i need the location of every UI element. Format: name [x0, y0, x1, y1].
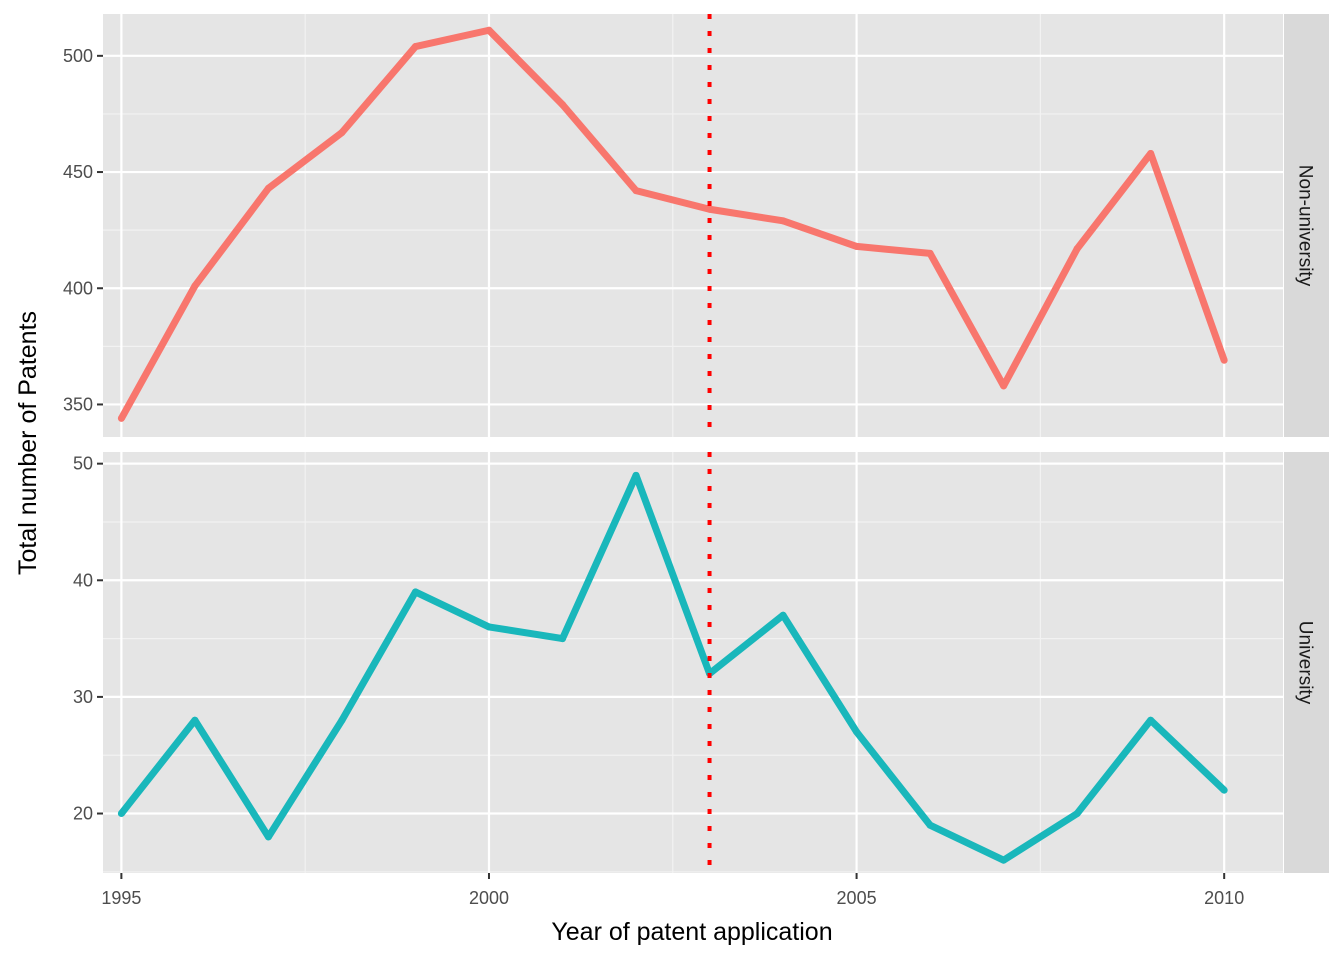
data-point — [926, 821, 934, 829]
data-point — [411, 588, 419, 596]
facet-strip — [1284, 14, 1329, 437]
data-point — [264, 833, 272, 841]
facet-strip — [1284, 452, 1329, 873]
data-point — [117, 414, 125, 422]
data-point — [1147, 716, 1155, 724]
data-point — [1000, 856, 1008, 864]
data-point — [1073, 245, 1081, 253]
data-point — [779, 217, 787, 225]
y-tick-label: 40 — [73, 570, 93, 590]
facet-strip-label: University — [1295, 621, 1316, 705]
y-tick-label: 30 — [73, 687, 93, 707]
data-point — [1220, 356, 1228, 364]
y-tick-label: 350 — [63, 394, 93, 414]
x-tick-label: 1995 — [101, 888, 141, 908]
y-tick-label: 450 — [63, 162, 93, 182]
data-point — [632, 471, 640, 479]
facet-strip-label: Non-university — [1295, 165, 1316, 287]
data-point — [559, 101, 567, 109]
panel-background — [103, 14, 1283, 437]
panel-0: 350 400 450 500 Non-university — [63, 14, 1329, 437]
y-axis-title: Total number of Patents — [14, 311, 42, 575]
data-point — [926, 249, 934, 257]
data-point — [559, 635, 567, 643]
data-point — [779, 611, 787, 619]
data-point — [191, 282, 199, 290]
y-tick-label: 50 — [73, 454, 93, 474]
data-point — [706, 205, 714, 213]
x-tick-label: 2010 — [1204, 888, 1244, 908]
series-line-0 — [118, 26, 1228, 421]
data-point — [338, 129, 346, 137]
x-tick-label: 2000 — [469, 888, 509, 908]
data-point — [338, 716, 346, 724]
y-tick-label: 400 — [63, 278, 93, 298]
data-point — [853, 728, 861, 736]
x-tick-label: 2005 — [837, 888, 877, 908]
data-point — [264, 184, 272, 192]
series-line-0 — [118, 471, 1227, 864]
data-point — [191, 716, 199, 724]
panel-background — [103, 452, 1283, 873]
data-point — [1220, 786, 1228, 794]
x-axis-title: Year of patent application — [551, 918, 832, 946]
y-tick-label: 500 — [63, 46, 93, 66]
data-point — [853, 242, 861, 250]
data-point — [485, 26, 493, 34]
data-point — [411, 43, 419, 51]
panel-1: 20 30 40 50 University — [73, 452, 1329, 873]
data-point — [1073, 810, 1081, 818]
data-point — [1147, 149, 1155, 157]
data-point — [632, 187, 640, 195]
y-tick-label: 20 — [73, 804, 93, 824]
data-point — [485, 623, 493, 631]
data-point — [1000, 382, 1008, 390]
data-point — [117, 810, 125, 818]
